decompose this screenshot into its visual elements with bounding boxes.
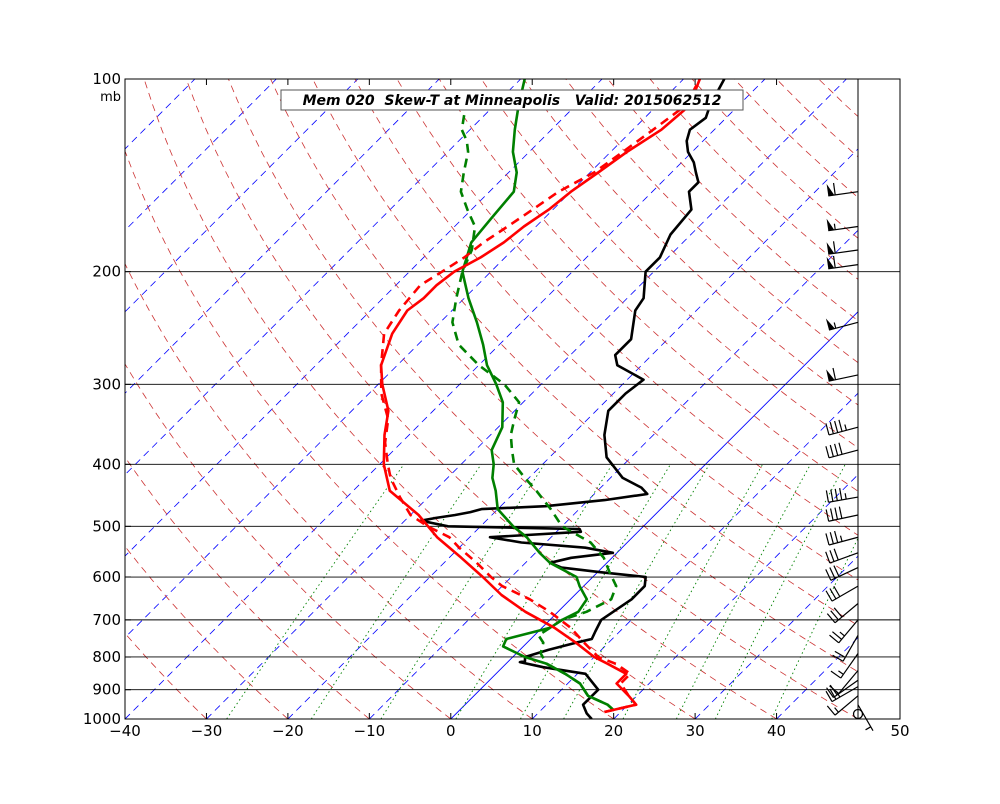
- pressure-unit-label: mb: [100, 90, 121, 105]
- y-tick-label: 200: [92, 263, 121, 281]
- y-tick-label: 800: [92, 648, 121, 666]
- y-tick-label: 100: [92, 70, 121, 88]
- isotherm-line: [939, 79, 1000, 719]
- x-tick-label: 20: [604, 722, 623, 740]
- y-tick-label: 1000: [83, 710, 121, 728]
- x-tick-label: 10: [523, 722, 542, 740]
- chart-background: [125, 79, 900, 719]
- plot-area: [125, 79, 900, 719]
- dry-adiabat-line: [903, 79, 1000, 719]
- x-tick-label: −30: [191, 722, 223, 740]
- y-tick-label: 400: [92, 455, 121, 473]
- y-tick-label: 700: [92, 611, 121, 629]
- x-tick-label: −20: [272, 722, 304, 740]
- y-tick-label: 500: [92, 517, 121, 535]
- isotherm-line: [0, 79, 32, 719]
- y-tick-label: 600: [92, 568, 121, 586]
- x-tick-label: 30: [686, 722, 705, 740]
- dry-adiabat-line: [987, 79, 1000, 719]
- wind-barb-half: [866, 727, 871, 730]
- chart-title-box: Mem 020 Skew-T at Minneapolis Valid: 201…: [281, 90, 743, 110]
- chart-title: Mem 020 Skew-T at Minneapolis Valid: 201…: [303, 93, 722, 109]
- x-tick-label: 50: [890, 722, 909, 740]
- dry-adiabat-line: [945, 79, 1000, 719]
- x-tick-label: 0: [446, 722, 456, 740]
- x-tick-label: 40: [767, 722, 786, 740]
- wind-barb-half: [834, 224, 835, 230]
- y-tick-label: 300: [92, 375, 121, 393]
- x-tick-label: −10: [354, 722, 386, 740]
- y-tick-label: 900: [92, 681, 121, 699]
